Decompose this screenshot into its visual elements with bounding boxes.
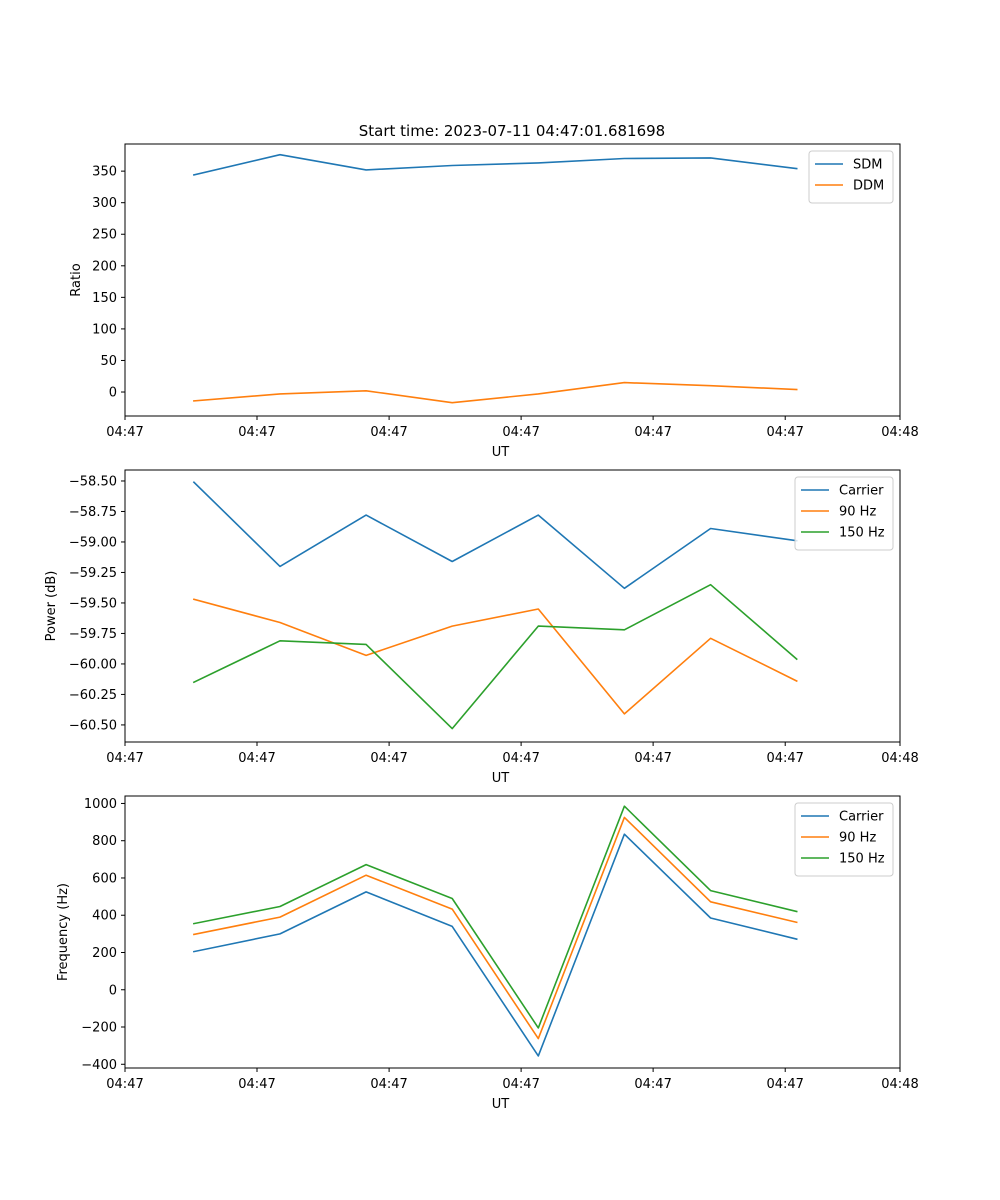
chart-3-frequency-legend-label: 90 Hz bbox=[839, 831, 876, 846]
chart-3-frequency-ytick-label: 1000 bbox=[84, 797, 117, 812]
chart-1-ratio-ytick-label: 100 bbox=[92, 322, 117, 337]
chart-2-power-ytick-label: −59.25 bbox=[69, 566, 117, 581]
power-panel: −58.50 −58.75 −59.00 −59.25 −59.50 −59.75 −60.… bbox=[44, 469, 919, 786]
chart-2-power-axes-frame bbox=[124, 469, 901, 743]
chart-2-power-xtick-label: 04:48 bbox=[881, 751, 918, 766]
chart-3-frequency-series-carrier bbox=[192, 833, 798, 1057]
chart-3-frequency-ytick-label: −400 bbox=[81, 1058, 117, 1073]
chart-1-ratio-ytick-label: 250 bbox=[92, 228, 117, 243]
chart-2-power-xtick-label: 04:47 bbox=[766, 751, 803, 766]
chart-3-frequency-axes-frame bbox=[124, 795, 901, 1069]
chart-3-frequency-series-150-hz bbox=[192, 805, 798, 1029]
chart-2-power-xtick-label: 04:47 bbox=[370, 751, 407, 766]
chart-3-frequency-xtick-label: 04:47 bbox=[106, 1077, 143, 1092]
chart-3-frequency-ytick-label: 600 bbox=[92, 871, 117, 886]
chart-2-power-legend-label: 150 Hz bbox=[839, 526, 885, 541]
chart-2-power-ytick-label: −58.75 bbox=[69, 505, 117, 520]
chart-1-ratio-xtick-label: 04:47 bbox=[634, 425, 671, 440]
chart-1-ratio-ytick-label: 150 bbox=[92, 291, 117, 306]
chart-2-power-ytick-label: −60.25 bbox=[69, 688, 117, 703]
chart-1-ratio-legend-label: SDM bbox=[853, 158, 882, 173]
chart-3-frequency-xtick-label: 04:47 bbox=[370, 1077, 407, 1092]
chart-1-ratio-ytick-label: 350 bbox=[92, 165, 117, 180]
chart-3-frequency-ytick-label: 0 bbox=[109, 983, 117, 998]
chart-2-power-ytick-label: −59.00 bbox=[69, 535, 117, 550]
chart-3-frequency-xtick-label: 04:47 bbox=[502, 1077, 539, 1092]
chart-1-ratio-ytick-label: 50 bbox=[100, 354, 117, 369]
chart-1-ratio-axes-frame bbox=[124, 143, 901, 417]
chart-1-ratio-series-ddm bbox=[193, 381, 798, 404]
frequency-panel: 1000 800 600 400 200 0 −200 −400 04:47 04:47 04:47… bbox=[56, 795, 919, 1112]
chart-3-frequency-series-90-hz bbox=[192, 816, 798, 1040]
chart-3-frequency-xlabel: UT bbox=[492, 1097, 510, 1112]
chart-1-ratio-xtick-label: 04:47 bbox=[370, 425, 407, 440]
chart-2-power-xtick-label: 04:47 bbox=[238, 751, 275, 766]
chart-3-frequency-legend-label: Carrier bbox=[839, 810, 884, 825]
chart-1-ratio-xtick-label: 04:48 bbox=[881, 425, 918, 440]
chart-3-frequency-ytick-label: 800 bbox=[92, 834, 117, 849]
chart-1-ratio-legend-label: DDM bbox=[853, 179, 884, 194]
chart-1-ratio-xlabel: UT bbox=[492, 445, 510, 460]
chart-3-frequency-ytick-label: −200 bbox=[81, 1021, 117, 1036]
chart-2-power-ylabel: Power (dB) bbox=[44, 571, 59, 642]
chart-3-frequency-xtick-label: 04:48 bbox=[881, 1077, 918, 1092]
chart-2-power-series-carrier bbox=[192, 481, 798, 590]
chart-1-ratio-xtick-label: 04:47 bbox=[238, 425, 275, 440]
chart-2-power-ytick-label: −58.50 bbox=[69, 474, 117, 489]
chart-3-frequency-xtick-label: 04:47 bbox=[634, 1077, 671, 1092]
chart-3-frequency-ytick-label: 200 bbox=[92, 946, 117, 961]
chart-2-power-xtick-label: 04:47 bbox=[502, 751, 539, 766]
chart-2-power-series-90-hz bbox=[192, 598, 798, 715]
ratio-panel: 0 50 100 150 200 250 300 350 04:47 04:47 04:47 04:4… bbox=[69, 143, 919, 460]
chart-2-power-ytick-label: −60.00 bbox=[69, 657, 117, 672]
chart-1-ratio-ytick-label: 0 bbox=[109, 386, 117, 401]
chart-1-ratio-ylabel: Ratio bbox=[69, 263, 84, 296]
chart-2-power-series-150-hz bbox=[192, 583, 798, 730]
chart-title: Start time: 2023-07-11 04:47:01.681698 bbox=[359, 122, 665, 140]
chart-2-power-legend-label: Carrier bbox=[839, 484, 884, 499]
chart-2-power-legend-label: 90 Hz bbox=[839, 505, 876, 520]
chart-2-power-ytick-label: −59.50 bbox=[69, 596, 117, 611]
chart-2-power-ytick-label: −60.50 bbox=[69, 718, 117, 733]
chart-3-frequency-legend-label: 150 Hz bbox=[839, 852, 885, 867]
chart-1-ratio-legend: SDM DDM bbox=[808, 150, 894, 204]
chart-1-ratio-ytick-label: 300 bbox=[92, 196, 117, 211]
chart-1-ratio-ytick-label: 200 bbox=[92, 259, 117, 274]
chart-3-frequency-xtick-label: 04:47 bbox=[238, 1077, 275, 1092]
chart-3-frequency-xtick-label: 04:47 bbox=[766, 1077, 803, 1092]
chart-2-power-xtick-label: 04:47 bbox=[106, 751, 143, 766]
chart-2-power-xtick-label: 04:47 bbox=[634, 751, 671, 766]
chart-3-frequency-ylabel: Frequency (Hz) bbox=[56, 883, 71, 981]
chart-3-frequency-legend: Carrier 90 Hz 150 Hz bbox=[794, 802, 894, 877]
chart-1-ratio-xtick-label: 04:47 bbox=[502, 425, 539, 440]
chart-1-ratio-xtick-label: 04:47 bbox=[106, 425, 143, 440]
chart-1-ratio-series-sdm bbox=[192, 153, 798, 176]
chart-2-power-ytick-label: −59.75 bbox=[69, 627, 117, 642]
chart-2-power-xlabel: UT bbox=[492, 771, 510, 786]
chart-1-ratio-xtick-label: 04:47 bbox=[766, 425, 803, 440]
chart-3-frequency-ytick-label: 400 bbox=[92, 909, 117, 924]
chart-2-power-legend: Carrier 90 Hz 150 Hz bbox=[794, 476, 894, 551]
